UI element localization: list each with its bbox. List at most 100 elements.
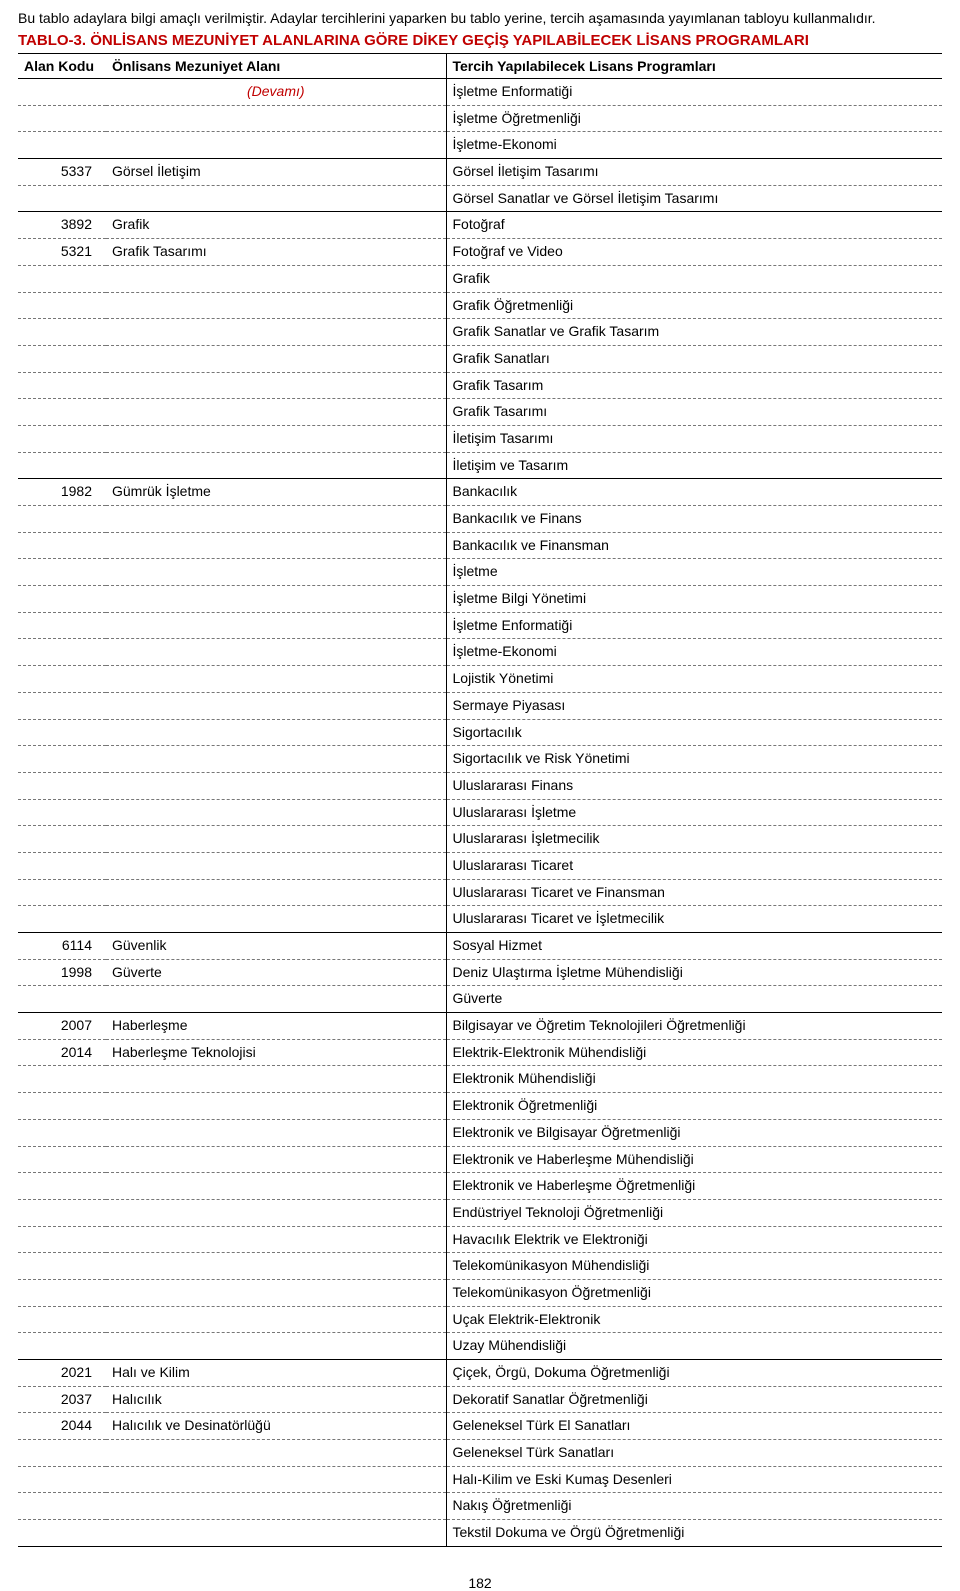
table-row: Elektronik Mühendisliği bbox=[18, 1066, 942, 1093]
table-row: 1982Gümrük İşletmeBankacılık bbox=[18, 479, 942, 506]
cell-code: 5337 bbox=[18, 159, 106, 186]
cell-program: İletişim Tasarımı bbox=[446, 425, 942, 452]
cell-code bbox=[18, 746, 106, 773]
table-row: İşletme Enformatiği bbox=[18, 612, 942, 639]
table-row: 2007HaberleşmeBilgisayar ve Öğretim Tekn… bbox=[18, 1013, 942, 1040]
cell-area bbox=[106, 986, 446, 1013]
cell-area bbox=[106, 639, 446, 666]
cell-program: Deniz Ulaştırma İşletme Mühendisliği bbox=[446, 959, 942, 986]
table-row: Grafik Öğretmenliği bbox=[18, 292, 942, 319]
cell-area: Güvenlik bbox=[106, 933, 446, 960]
cell-area bbox=[106, 1119, 446, 1146]
cell-area bbox=[106, 1066, 446, 1093]
cell-code: 1998 bbox=[18, 959, 106, 986]
cell-area: Gümrük İşletme bbox=[106, 479, 446, 506]
cell-code bbox=[18, 719, 106, 746]
cell-code bbox=[18, 185, 106, 212]
cell-program: Uçak Elektrik-Elektronik bbox=[446, 1306, 942, 1333]
cell-code bbox=[18, 105, 106, 132]
cell-code bbox=[18, 852, 106, 879]
table-row: Uçak Elektrik-Elektronik bbox=[18, 1306, 942, 1333]
cell-code bbox=[18, 1253, 106, 1280]
cell-program: İşletme Enformatiği bbox=[446, 79, 942, 106]
table-row: Endüstriyel Teknoloji Öğretmenliği bbox=[18, 1199, 942, 1226]
cell-code bbox=[18, 666, 106, 693]
table-row: 2044Halıcılık ve DesinatörlüğüGeleneksel… bbox=[18, 1413, 942, 1440]
cell-code bbox=[18, 425, 106, 452]
table-row: 2014Haberleşme TeknolojisiElektrik-Elekt… bbox=[18, 1039, 942, 1066]
cell-program: Sermaye Piyasası bbox=[446, 692, 942, 719]
cell-program: İşletme-Ekonomi bbox=[446, 639, 942, 666]
cell-code: 2014 bbox=[18, 1039, 106, 1066]
cell-code bbox=[18, 1279, 106, 1306]
table-row: Havacılık Elektrik ve Elektroniği bbox=[18, 1226, 942, 1253]
table-row: Telekomünikasyon Öğretmenliği bbox=[18, 1279, 942, 1306]
table-row: Tekstil Dokuma ve Örgü Öğretmenliği bbox=[18, 1520, 942, 1547]
cell-program: Elektronik ve Haberleşme Öğretmenliği bbox=[446, 1173, 942, 1200]
table-row: Grafik Sanatları bbox=[18, 345, 942, 372]
cell-area: Halı ve Kilim bbox=[106, 1360, 446, 1387]
table-row: Elektronik ve Bilgisayar Öğretmenliği bbox=[18, 1119, 942, 1146]
table-row: 6114GüvenlikSosyal Hizmet bbox=[18, 933, 942, 960]
cell-program: Uluslararası Ticaret bbox=[446, 852, 942, 879]
cell-area bbox=[106, 1173, 446, 1200]
cell-area bbox=[106, 345, 446, 372]
cell-code: 5321 bbox=[18, 239, 106, 266]
table-row: 1998GüverteDeniz Ulaştırma İşletme Mühen… bbox=[18, 959, 942, 986]
cell-area bbox=[106, 265, 446, 292]
cell-area bbox=[106, 132, 446, 159]
cell-area: (Devamı) bbox=[106, 79, 446, 106]
cell-area bbox=[106, 1466, 446, 1493]
cell-program: Görsel Sanatlar ve Görsel İletişim Tasar… bbox=[446, 185, 942, 212]
cell-area bbox=[106, 1440, 446, 1467]
cell-area: Halıcılık ve Desinatörlüğü bbox=[106, 1413, 446, 1440]
table-row: Sigortacılık ve Risk Yönetimi bbox=[18, 746, 942, 773]
cell-program: Grafik Öğretmenliği bbox=[446, 292, 942, 319]
cell-area bbox=[106, 799, 446, 826]
cell-code bbox=[18, 132, 106, 159]
cell-program: Güverte bbox=[446, 986, 942, 1013]
table-row: Elektronik ve Haberleşme Öğretmenliği bbox=[18, 1173, 942, 1200]
cell-area bbox=[106, 906, 446, 933]
table-row: 5337Görsel İletişimGörsel İletişim Tasar… bbox=[18, 159, 942, 186]
table-row: Uluslararası Finans bbox=[18, 772, 942, 799]
cell-code bbox=[18, 1173, 106, 1200]
cell-code: 2037 bbox=[18, 1386, 106, 1413]
cell-program: Uluslararası Ticaret ve Finansman bbox=[446, 879, 942, 906]
cell-program: İşletme Enformatiği bbox=[446, 612, 942, 639]
cell-program: Telekomünikasyon Mühendisliği bbox=[446, 1253, 942, 1280]
cell-code bbox=[18, 1093, 106, 1120]
cell-area bbox=[106, 692, 446, 719]
cell-area bbox=[106, 372, 446, 399]
cell-program: İşletme-Ekonomi bbox=[446, 132, 942, 159]
table-title: TABLO-3. ÖNLİSANS MEZUNİYET ALANLARINA G… bbox=[18, 32, 942, 49]
page-number: 182 bbox=[18, 1575, 942, 1591]
cell-code bbox=[18, 986, 106, 1013]
cell-program: Dekoratif Sanatlar Öğretmenliği bbox=[446, 1386, 942, 1413]
cell-area bbox=[106, 506, 446, 533]
table-row: 2021Halı ve KilimÇiçek, Örgü, Dokuma Öğr… bbox=[18, 1360, 942, 1387]
table-row: İşletme Bilgi Yönetimi bbox=[18, 586, 942, 613]
cell-code bbox=[18, 292, 106, 319]
cell-program: İşletme Öğretmenliği bbox=[446, 105, 942, 132]
cell-area bbox=[106, 452, 446, 479]
cell-program: Elektronik Mühendisliği bbox=[446, 1066, 942, 1093]
cell-code bbox=[18, 1333, 106, 1360]
cell-code: 2007 bbox=[18, 1013, 106, 1040]
table-row: Halı-Kilim ve Eski Kumaş Desenleri bbox=[18, 1466, 942, 1493]
programs-table: Alan Kodu Önlisans Mezuniyet Alanı Terci… bbox=[18, 53, 942, 1547]
cell-program: Tekstil Dokuma ve Örgü Öğretmenliği bbox=[446, 1520, 942, 1547]
table-row: Görsel Sanatlar ve Görsel İletişim Tasar… bbox=[18, 185, 942, 212]
table-row: Grafik Tasarımı bbox=[18, 399, 942, 426]
table-row: Güverte bbox=[18, 986, 942, 1013]
table-row: Uluslararası İşletmecilik bbox=[18, 826, 942, 853]
cell-code bbox=[18, 906, 106, 933]
cell-area bbox=[106, 425, 446, 452]
table-row: Telekomünikasyon Mühendisliği bbox=[18, 1253, 942, 1280]
cell-program: Fotoğraf ve Video bbox=[446, 239, 942, 266]
cell-code bbox=[18, 1146, 106, 1173]
cell-area bbox=[106, 1146, 446, 1173]
cell-program: Endüstriyel Teknoloji Öğretmenliği bbox=[446, 1199, 942, 1226]
cell-code: 6114 bbox=[18, 933, 106, 960]
cell-program: Bilgisayar ve Öğretim Teknolojileri Öğre… bbox=[446, 1013, 942, 1040]
